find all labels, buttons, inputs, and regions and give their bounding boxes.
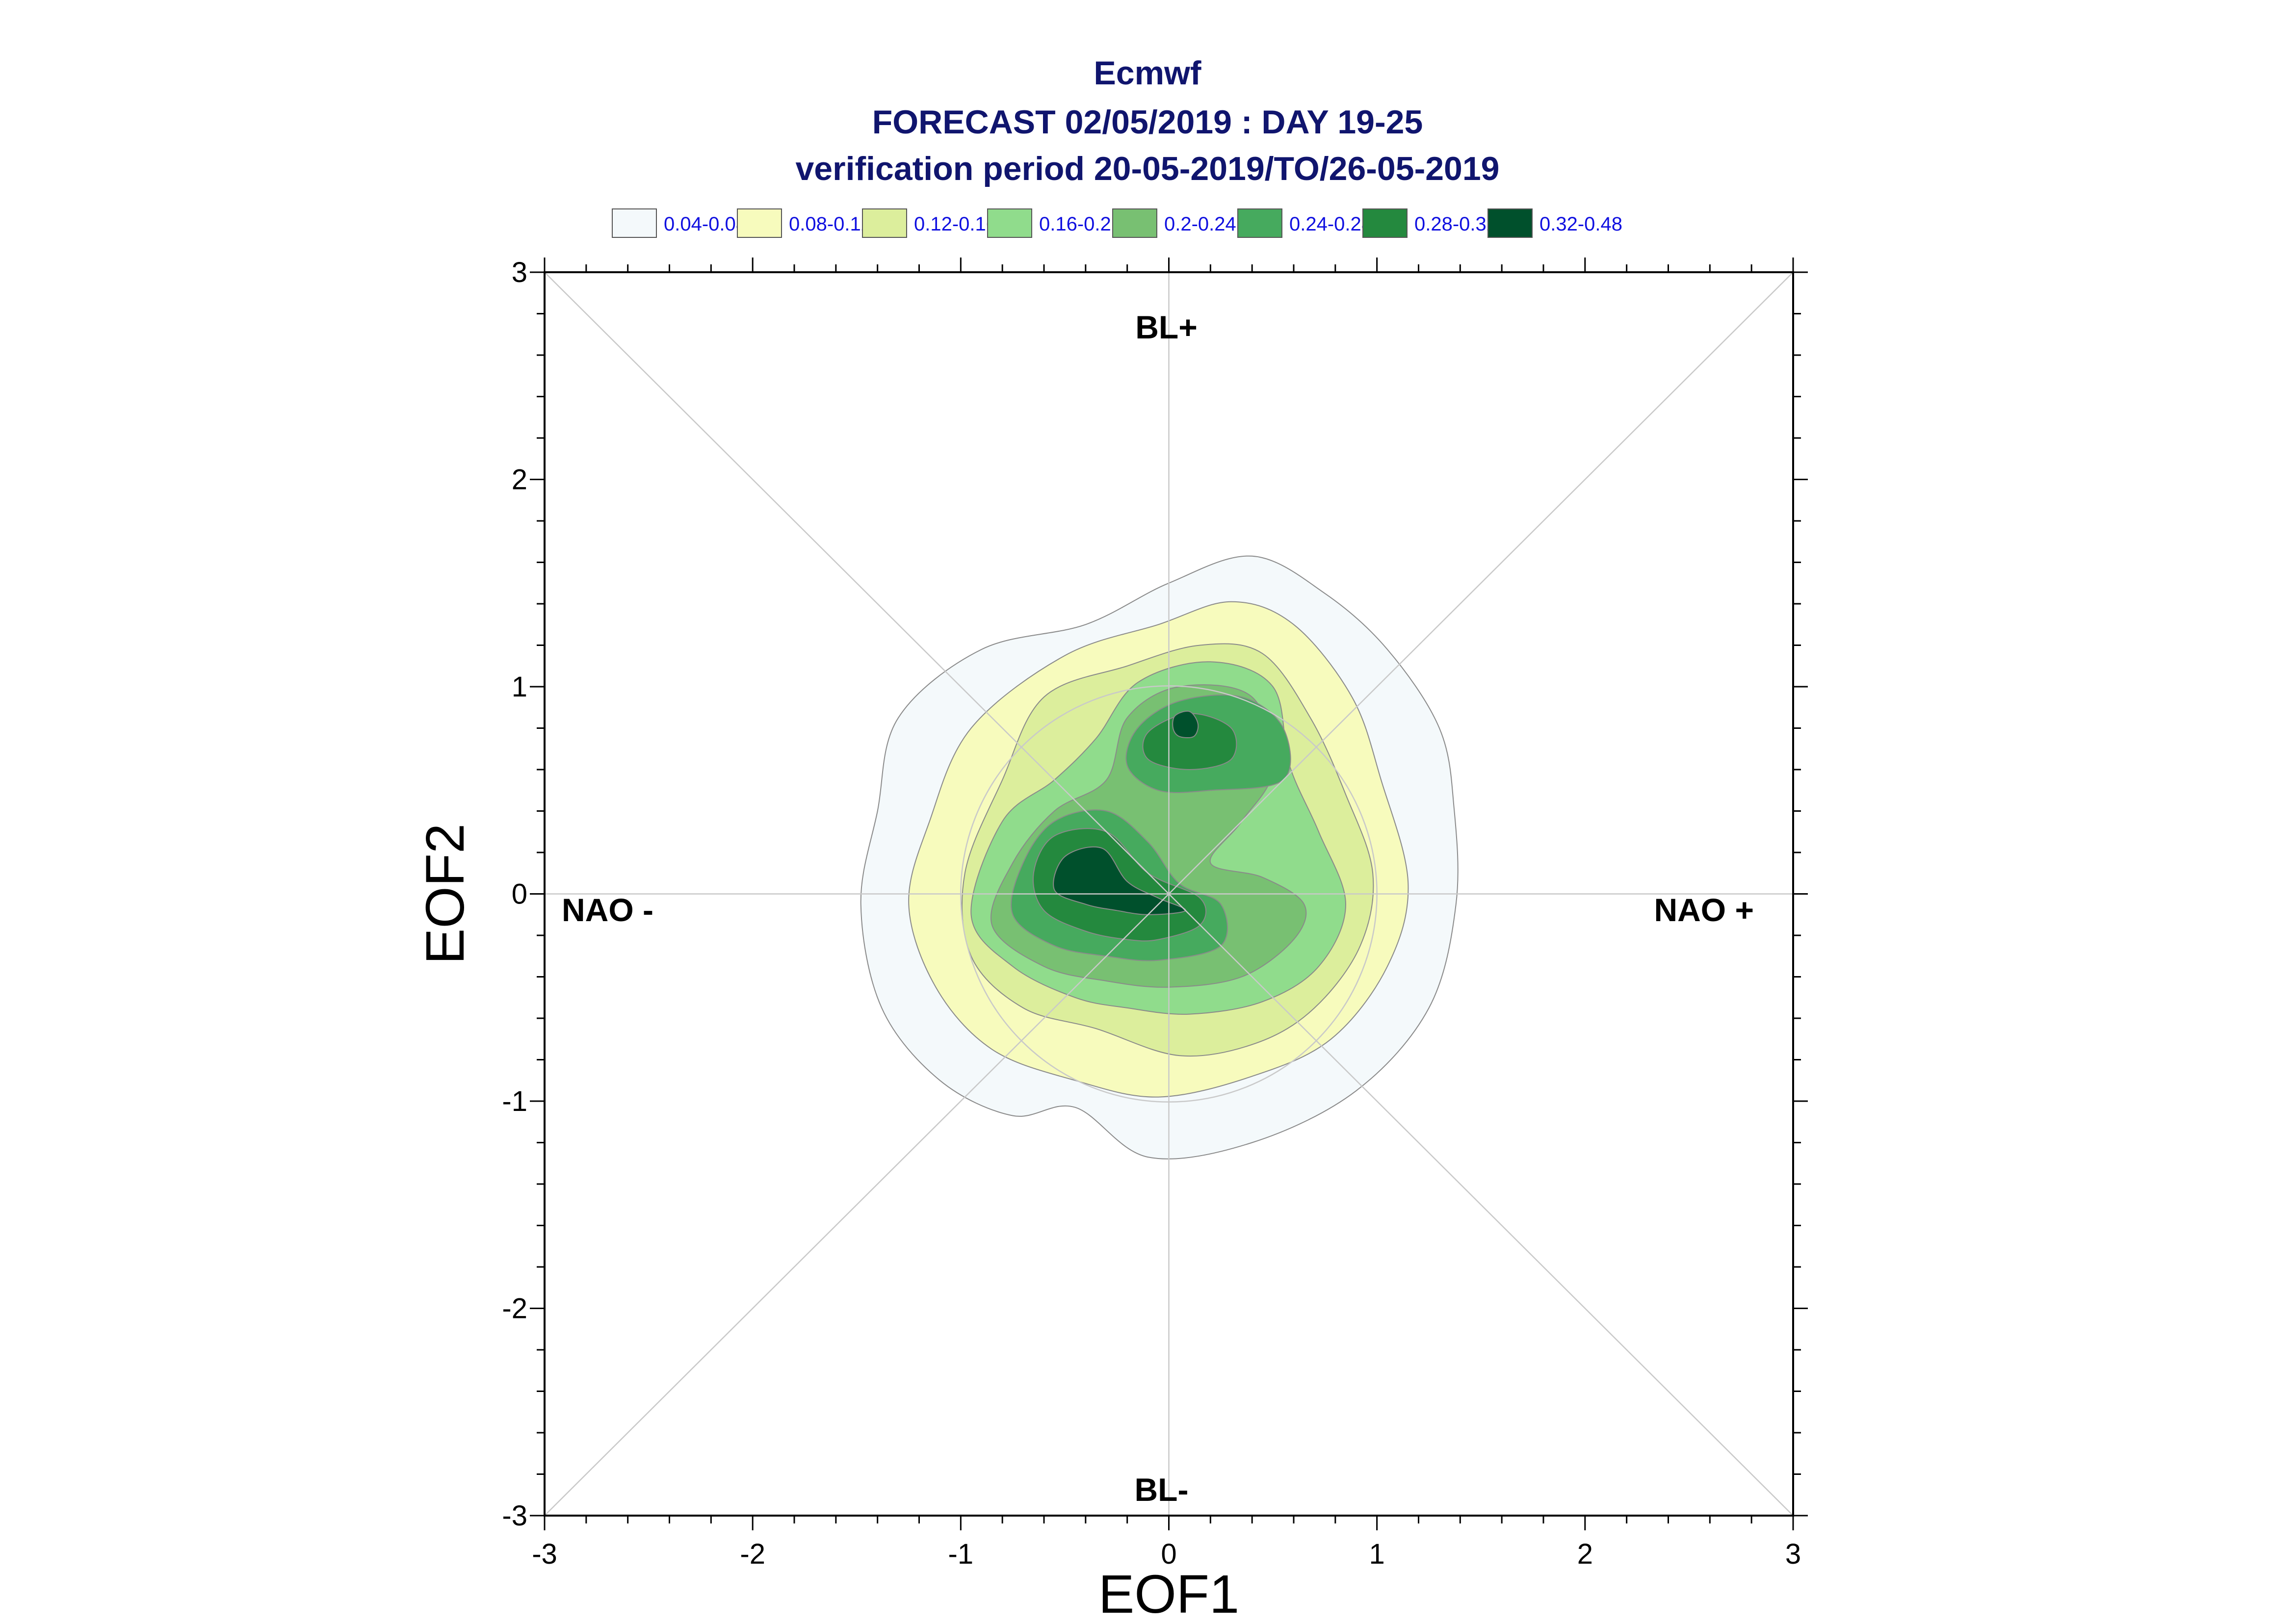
region-label-top: BL+ xyxy=(1135,309,1198,345)
legend: 0.04-0.08 0.08-0.12 0.12-0.16 0.16-0.2 0.2-0… xyxy=(612,208,1622,238)
legend-label: 0.2-0.24 xyxy=(1164,213,1236,235)
verification-period: verification period 20-05-2019/TO/26-05-… xyxy=(795,150,1500,187)
legend-label: 0.12-0.16 xyxy=(914,213,997,235)
legend-swatch xyxy=(987,208,1032,238)
x-tick-label: 2 xyxy=(1577,1538,1593,1570)
y-axis-title: EOF2 xyxy=(415,824,475,964)
x-tick-label: 1 xyxy=(1369,1538,1385,1570)
legend-label: 0.28-0.32 xyxy=(1414,213,1497,235)
x-tick-label: 0 xyxy=(1161,1538,1176,1570)
x-tick-label: -1 xyxy=(948,1538,974,1570)
contour-plot-area xyxy=(860,555,1459,1160)
contour-band xyxy=(1172,711,1199,739)
x-tick-label: -2 xyxy=(740,1538,765,1570)
y-tick-label: 1 xyxy=(512,671,527,703)
contour-band xyxy=(1053,846,1186,915)
y-tick-label: 3 xyxy=(512,257,527,288)
legend-swatch xyxy=(1112,208,1157,238)
axes-frame xyxy=(530,258,1808,1530)
y-tick-label: 2 xyxy=(512,464,527,496)
legend-label: 0.04-0.08 xyxy=(664,213,747,235)
region-label-right: NAO + xyxy=(1654,892,1754,928)
chart-subtitle: FORECAST 02/05/2019 : DAY 19-25 xyxy=(872,103,1423,141)
legend-swatch xyxy=(862,208,907,238)
x-axis-title: EOF1 xyxy=(1098,1564,1239,1624)
y-tick-label: -2 xyxy=(502,1293,527,1325)
legend-swatch xyxy=(1237,208,1282,238)
unit-circle xyxy=(960,685,1378,1103)
legend-label: 0.24-0.28 xyxy=(1289,213,1372,235)
legend-swatch xyxy=(1487,208,1533,238)
legend-swatch xyxy=(737,208,782,238)
y-tick-label: 0 xyxy=(512,878,527,910)
legend-label: 0.08-0.12 xyxy=(789,213,872,235)
y-tick-label: -3 xyxy=(502,1500,527,1532)
x-tick-label: -3 xyxy=(532,1538,557,1570)
legend-swatch xyxy=(612,208,657,238)
axis-labels: -3 -2 -1 0 1 2 3 -3 -2 -1 0 1 2 3 EOF1 EOF2 BL+ BL- NAO - N… xyxy=(415,257,1801,1624)
region-label-left: NAO - xyxy=(562,892,653,928)
legend-label: 0.16-0.2 xyxy=(1039,213,1111,235)
chart-title: Ecmwf xyxy=(1094,54,1201,92)
region-label-bottom: BL- xyxy=(1135,1471,1189,1508)
legend-label: 0.32-0.48 xyxy=(1539,213,1622,235)
y-tick-label: -1 xyxy=(502,1085,527,1117)
legend-swatch xyxy=(1362,208,1408,238)
guide-lines xyxy=(544,272,1794,1516)
x-tick-label: 3 xyxy=(1785,1538,1801,1570)
